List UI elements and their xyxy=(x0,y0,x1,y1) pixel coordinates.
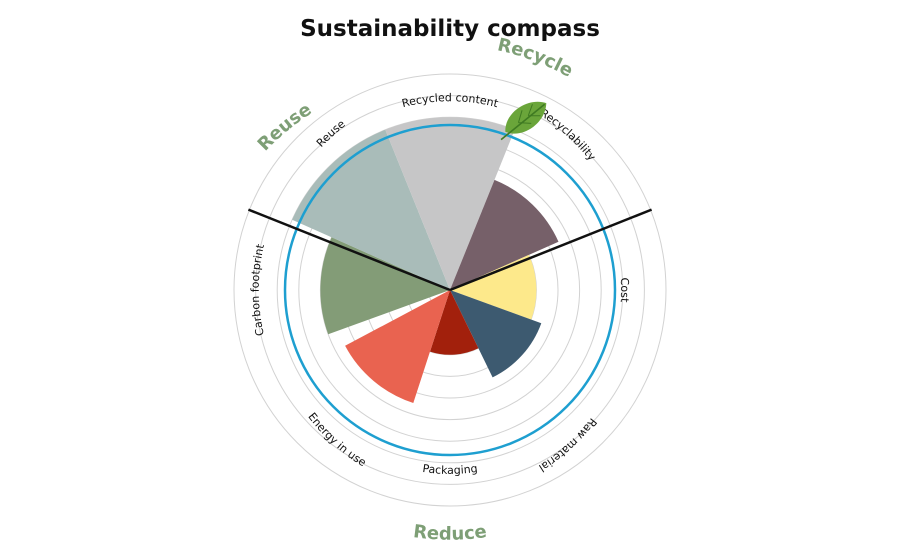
page-title: Sustainability compass xyxy=(300,16,600,42)
wedge-recyclability xyxy=(385,117,515,290)
segment-label-energy-in-use: Energy in use xyxy=(305,410,368,469)
segment-wedges xyxy=(292,117,559,403)
segment-label-cost: Cost xyxy=(618,277,631,303)
scale-ring xyxy=(233,73,667,507)
segment-label-carbon-footprint: Carbon footprint xyxy=(249,242,267,337)
group-label-recycle: Recycle xyxy=(495,34,576,81)
divider-line-left xyxy=(247,208,451,292)
group-label-reuse: Reuse xyxy=(254,99,316,155)
scale-ring xyxy=(255,95,645,485)
segment-label-recycled-content: Recycled content xyxy=(401,91,501,110)
divider-line-right xyxy=(449,208,653,292)
wedge-reuse xyxy=(320,237,450,335)
wedge-raw-material xyxy=(450,254,537,320)
wedge-cost xyxy=(450,179,559,290)
wedge-recycled-content xyxy=(292,129,450,290)
wedge-energy-in-use xyxy=(430,290,479,355)
group-label-reduce: Reduce xyxy=(412,521,488,545)
wedge-packaging xyxy=(450,290,542,378)
leaf-icon xyxy=(500,101,547,141)
benchmark-ring xyxy=(283,123,617,457)
segment-label-packaging: Packaging xyxy=(422,462,479,477)
wedge-carbon-footprint xyxy=(345,290,450,403)
segment-label-reuse: Reuse xyxy=(314,117,348,150)
scale-ring xyxy=(276,116,624,464)
